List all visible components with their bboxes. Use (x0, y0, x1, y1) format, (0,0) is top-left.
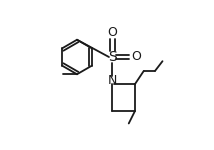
Text: N: N (108, 74, 117, 87)
Text: O: O (107, 26, 117, 39)
Text: O: O (131, 51, 141, 63)
Text: S: S (108, 50, 117, 64)
